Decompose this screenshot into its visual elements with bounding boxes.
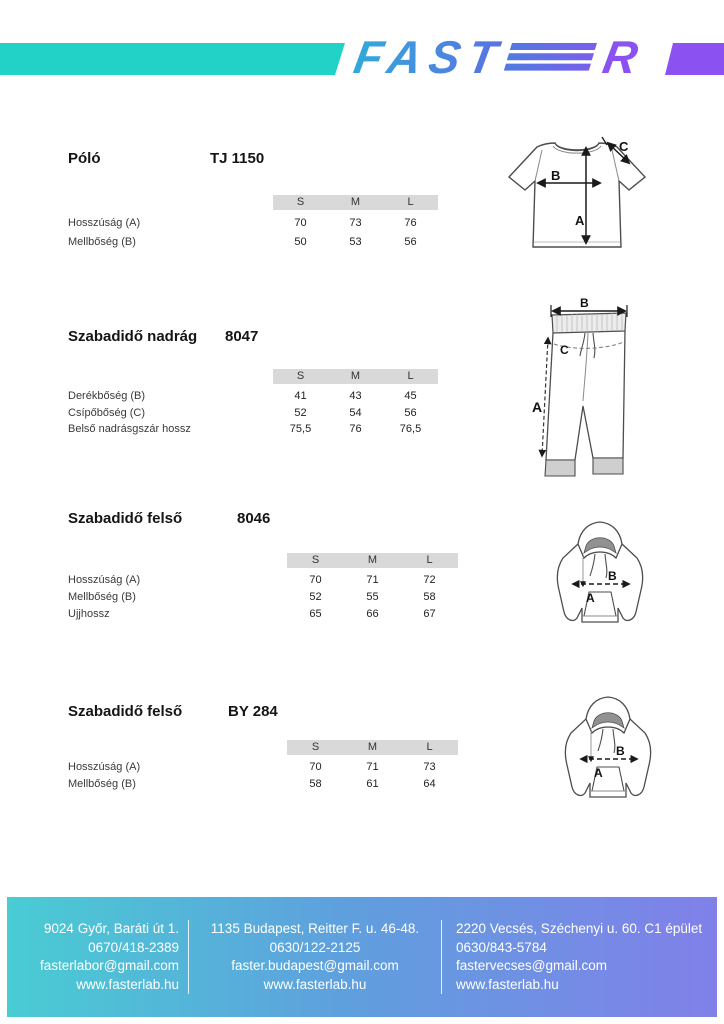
size-l: L xyxy=(426,741,433,753)
address-line: 9024 Győr, Baráti út 1. xyxy=(43,921,179,936)
row-labels-nadrag: Derékbőség (B) Csípőbőség (C) Belső nadr… xyxy=(68,390,191,435)
size-s: S xyxy=(311,554,320,566)
website-line: www.fasterlab.hu xyxy=(76,976,179,992)
size-s: S xyxy=(311,741,320,753)
size-l: L xyxy=(426,554,433,566)
row-labels-polo: Hosszúság (A) Mellbőség (B) xyxy=(68,217,141,248)
svg-text:R: R xyxy=(599,31,642,83)
footer-col-budapest: 1135 Budapest, Reitter F. u. 46-48. 0630… xyxy=(189,920,441,994)
table-row: 52 54 56 xyxy=(294,406,417,419)
footer-divider xyxy=(441,920,442,994)
hoodie-diagram: A B xyxy=(556,521,644,623)
email-line: fastervecses@gmail.com xyxy=(456,958,607,973)
website-line: www.fasterlab.hu xyxy=(263,976,367,992)
section-title-polo: Póló xyxy=(68,150,101,167)
table-row: 58 61 64 xyxy=(309,778,436,790)
svg-text:B: B xyxy=(551,168,560,183)
footer-col-gyor: 9024 Győr, Baráti út 1. 0670/418-2389 fa… xyxy=(7,920,188,994)
size-table-polo: S M L 70 73 76 50 53 56 xyxy=(273,195,438,252)
svg-text:A: A xyxy=(575,213,585,228)
section-code-by284: BY 284 xyxy=(228,703,278,720)
svg-text:B: B xyxy=(608,569,617,583)
svg-text:B: B xyxy=(580,296,589,310)
table-row: 75,5 76 76,5 xyxy=(289,423,422,435)
size-m: M xyxy=(367,741,378,753)
pants-diagram: B C A xyxy=(532,296,628,477)
size-table-felso-by284: S M L 70 71 73 58 61 64 xyxy=(287,740,458,793)
table-row: 52 55 58 xyxy=(309,591,436,603)
section-title-felso-8046: Szabadidő felső xyxy=(68,510,183,527)
size-table-felso-8046: S M L 70 71 72 52 55 58 65 66 67 xyxy=(287,553,458,623)
hoodie-diagram: A B xyxy=(564,696,652,798)
website-line: www.fasterlab.hu xyxy=(456,976,559,992)
svg-text:A: A xyxy=(594,766,603,780)
logo-speed-lines-e xyxy=(503,43,597,71)
footer: 9024 Győr, Baráti út 1. 0670/418-2389 fa… xyxy=(7,897,717,1017)
section-title-nadrag: Szabadidő nadrág xyxy=(68,328,198,345)
phone-line: 0630/843-5784 xyxy=(456,939,547,955)
logo-teal-bar xyxy=(0,43,345,75)
size-header-row: S M L xyxy=(287,740,458,755)
size-l: L xyxy=(407,370,414,382)
section-code-8046: 8046 xyxy=(237,510,271,527)
size-header-row: S M L xyxy=(287,553,458,568)
address-line: 2220 Vecsés, Széchenyi u. 60. C1 épület xyxy=(456,921,703,936)
phone-line: 0670/418-2389 xyxy=(88,939,179,955)
svg-text:FAST: FAST xyxy=(350,31,509,83)
footer-divider xyxy=(188,920,189,994)
size-m: M xyxy=(350,196,361,208)
logo-text-r: R xyxy=(599,31,642,83)
size-s: S xyxy=(296,370,305,382)
table-row: 41 43 45 xyxy=(294,390,417,402)
email-line: fasterlabor@gmail.com xyxy=(39,958,179,973)
tshirt-diagram: A B C xyxy=(507,136,647,248)
size-s: S xyxy=(296,196,305,208)
svg-text:A: A xyxy=(586,591,595,605)
size-header-row: S M L xyxy=(273,195,438,210)
size-header-row: S M L xyxy=(273,369,438,384)
table-row: 70 71 72 xyxy=(309,574,436,586)
section-title-felso-by284: Szabadidő felső xyxy=(68,703,183,720)
address-line: 1135 Budapest, Reitter F. u. 46-48. xyxy=(210,921,420,936)
table-row: 65 66 67 xyxy=(309,608,436,620)
table-row: 70 73 76 xyxy=(294,217,417,229)
section-code-tj1150: TJ 1150 xyxy=(210,150,265,167)
phone-line: 0630/122-2125 xyxy=(269,939,361,955)
size-m: M xyxy=(367,554,378,566)
table-row: 70 71 73 xyxy=(309,761,436,773)
section-code-8047: 8047 xyxy=(225,328,259,345)
row-labels-felso-by284: Hosszúság (A) Mellbőség (B) xyxy=(68,761,141,790)
svg-text:A: A xyxy=(532,399,542,415)
size-m: M xyxy=(350,370,361,382)
size-l: L xyxy=(407,196,414,208)
size-table-nadrag: S M L 41 43 45 52 54 56 75,5 76 76,5 xyxy=(273,369,438,438)
email-line: faster.budapest@gmail.com xyxy=(231,958,399,973)
svg-text:C: C xyxy=(560,343,569,357)
footer-col-vecses: 2220 Vecsés, Széchenyi u. 60. C1 épület … xyxy=(442,920,717,994)
row-labels-felso-8046: Hosszúság (A) Mellbőség (B) Ujjhossz xyxy=(68,574,141,620)
logo-text-fast: FAST xyxy=(350,31,509,83)
logo-purple-bar xyxy=(665,43,724,75)
svg-text:B: B xyxy=(616,744,625,758)
faster-logo: FAST R xyxy=(0,31,724,83)
svg-text:C: C xyxy=(619,139,629,154)
table-row: 50 53 56 xyxy=(294,236,417,248)
